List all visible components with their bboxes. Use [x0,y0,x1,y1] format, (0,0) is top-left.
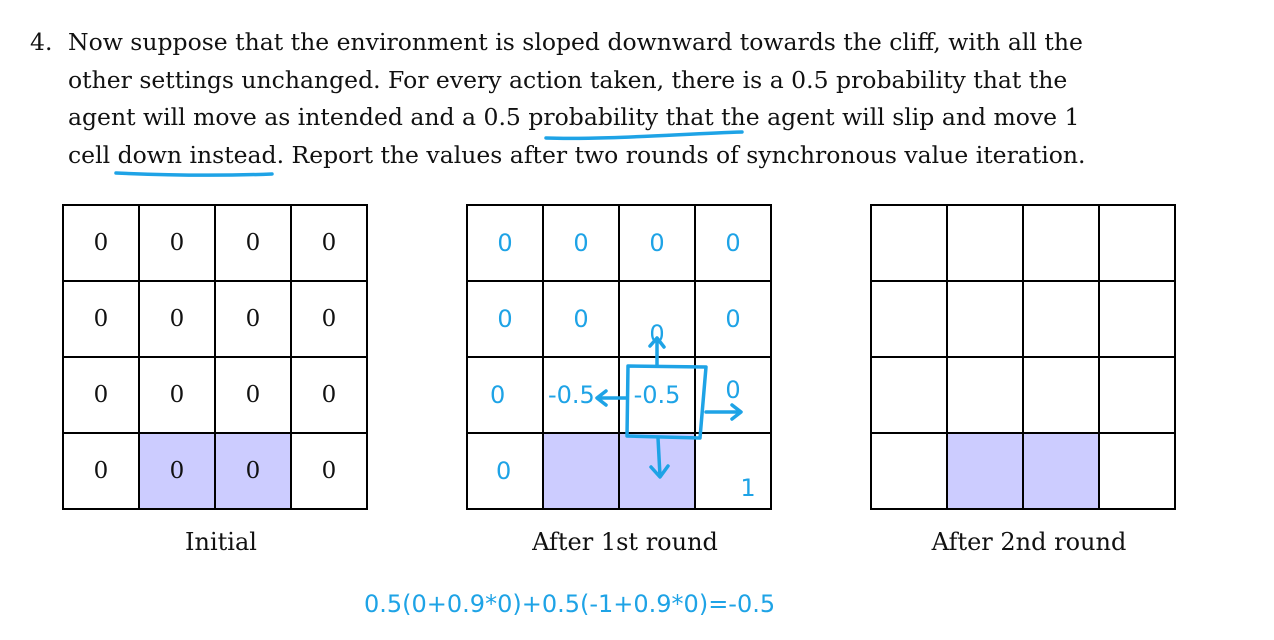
grid-cell [870,204,946,280]
grid-cell: 1 [694,432,770,508]
grid-cell [1022,280,1098,356]
caption-after-first-round: After 1st round [532,528,718,556]
grid-cell: 0 [694,280,770,356]
grid-cell: 0 [694,204,770,280]
grid-cell: 0 [618,280,694,356]
grid-cell [946,280,1022,356]
grid-cell-cliff [946,432,1022,508]
grid-cell: 0 [290,280,366,356]
grid-cell: 0 [290,356,366,432]
grid-cell: 0 [214,204,290,280]
grid-cell [1022,356,1098,432]
grid-cell [870,432,946,508]
grid-cell-cliff [618,432,694,508]
grid-after-second-round [870,204,1176,510]
problem-line-3: agent will move as intended and a 0.5 pr… [68,103,1080,131]
grid-cell: 0 [290,432,366,508]
grid-cell: 0 [466,204,542,280]
grid-cell [1098,280,1174,356]
caption-after-second-round: After 2nd round [931,528,1127,556]
grid-cell: 0 [466,356,542,432]
grid-cell [946,204,1022,280]
grid-cell [946,356,1022,432]
problem-number: 4. [30,28,53,56]
grid-cell-cliff: 0 [214,432,290,508]
grid-cell-cliff [542,432,618,508]
grid-cell: 0 [214,280,290,356]
grid-after-first-round: 0 0 0 0 0 0 0 0 0 -0.5 -0.5 0 0 1 [466,204,772,510]
grid-cell: 0 [62,280,138,356]
grid-cell [870,356,946,432]
grid-cell: 0 [138,204,214,280]
grid-cell: 0 [618,204,694,280]
grid-cell: 0 [290,204,366,280]
grid-cell [1022,204,1098,280]
grid-cell: 0 [62,432,138,508]
grid-cell-cliff: 0 [138,432,214,508]
grid-cell: 0 [62,204,138,280]
grid-cell: 0 [542,280,618,356]
grid-cell: 0 [466,280,542,356]
grid-cell: -0.5 [618,356,694,432]
grid-cell: 0 [466,432,542,508]
grid-cell [1098,432,1174,508]
problem-line-1: 4. Now suppose that the environment is sl… [30,24,1240,62]
problem-line-4: cell down instead. Report the values aft… [68,140,1086,169]
grid-cell: 0 [138,356,214,432]
grid-cell [1098,356,1174,432]
grid-cell-cliff [1022,432,1098,508]
grid-cell: 0 [542,204,618,280]
grid-cell: 0 [694,356,770,432]
grid-cell: 0 [214,356,290,432]
grid-cell: 0 [138,280,214,356]
grid-cell: -0.5 [542,356,618,432]
grid-cell [1098,204,1174,280]
problem-statement: 4. Now suppose that the environment is sl… [30,24,1240,174]
problem-line-2: other settings unchanged. For every acti… [68,65,1068,94]
grid-cell: 0 [62,356,138,432]
grid-initial: 0 0 0 0 0 0 0 0 0 0 0 0 0 0 0 0 [62,204,368,510]
handwritten-formula: 0.5(0+0.9*0)+0.5(-1+0.9*0)=-0.5 [364,590,776,618]
caption-initial: Initial [185,528,257,556]
grid-cell [870,280,946,356]
